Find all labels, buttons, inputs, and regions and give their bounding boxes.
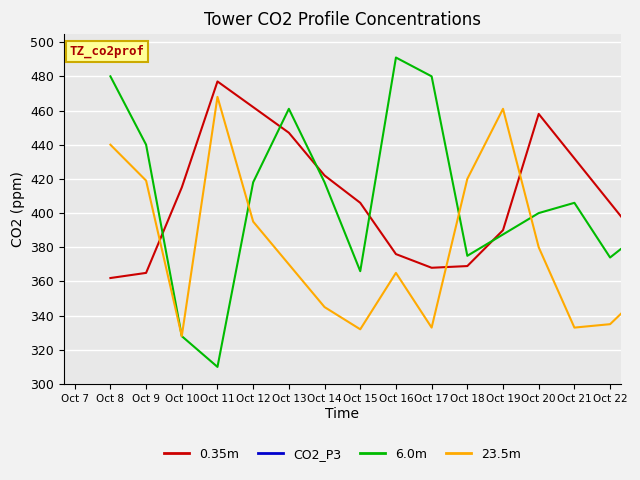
0.35m	[321, 173, 328, 179]
23.5m	[356, 326, 364, 332]
6.0m	[606, 254, 614, 260]
Line: 23.5m: 23.5m	[110, 97, 640, 336]
6.0m	[106, 73, 114, 79]
Line: 0.35m: 0.35m	[110, 82, 640, 381]
23.5m	[250, 219, 257, 225]
6.0m	[356, 268, 364, 274]
6.0m	[285, 106, 292, 112]
23.5m	[535, 244, 543, 250]
23.5m	[106, 142, 114, 147]
6.0m	[321, 180, 328, 185]
0.35m	[499, 228, 507, 233]
Y-axis label: CO2 (ppm): CO2 (ppm)	[11, 171, 25, 247]
23.5m	[428, 324, 435, 330]
23.5m	[392, 270, 400, 276]
0.35m	[463, 263, 471, 269]
0.35m	[356, 200, 364, 206]
23.5m	[499, 106, 507, 112]
0.35m	[428, 265, 435, 271]
0.35m	[142, 270, 150, 276]
Text: TZ_co2prof: TZ_co2prof	[70, 45, 145, 58]
6.0m	[250, 180, 257, 185]
23.5m	[142, 178, 150, 183]
Title: Tower CO2 Profile Concentrations: Tower CO2 Profile Concentrations	[204, 11, 481, 29]
0.35m	[535, 111, 543, 117]
23.5m	[178, 333, 186, 339]
6.0m	[428, 73, 435, 79]
6.0m	[142, 142, 150, 147]
23.5m	[570, 324, 578, 330]
6.0m	[535, 210, 543, 216]
6.0m	[463, 253, 471, 259]
0.35m	[106, 275, 114, 281]
6.0m	[178, 333, 186, 339]
23.5m	[606, 321, 614, 327]
6.0m	[570, 200, 578, 206]
6.0m	[392, 55, 400, 60]
0.35m	[392, 251, 400, 257]
0.35m	[285, 130, 292, 136]
23.5m	[214, 94, 221, 100]
23.5m	[321, 304, 328, 310]
Legend: 0.35m, CO2_P3, 6.0m, 23.5m: 0.35m, CO2_P3, 6.0m, 23.5m	[159, 443, 525, 466]
0.35m	[214, 79, 221, 84]
23.5m	[285, 262, 292, 267]
6.0m	[214, 364, 221, 370]
Line: 6.0m: 6.0m	[110, 58, 640, 367]
0.35m	[178, 184, 186, 190]
23.5m	[463, 176, 471, 182]
X-axis label: Time: Time	[325, 407, 360, 420]
